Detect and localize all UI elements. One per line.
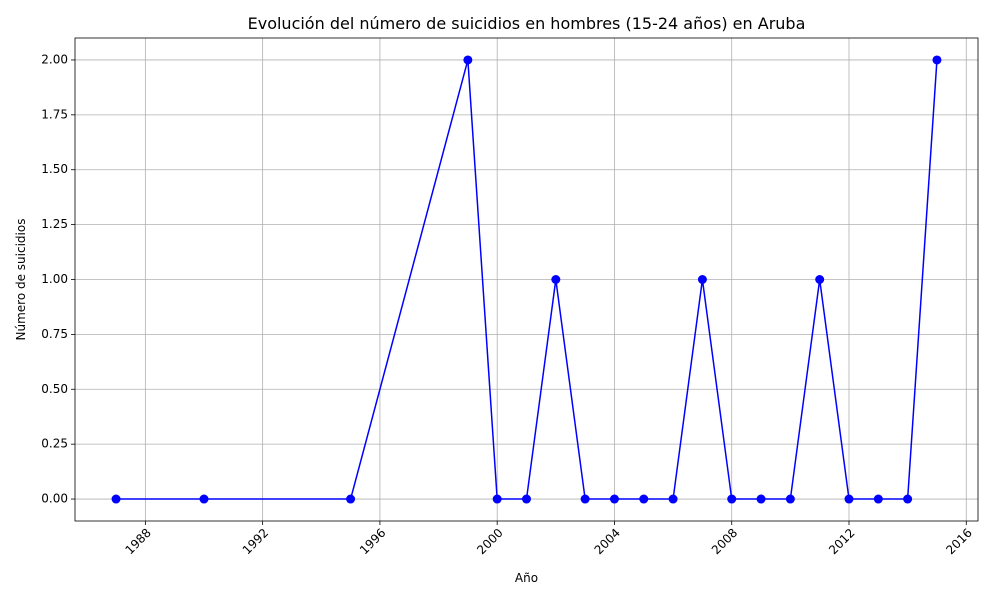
y-tick-label: 1.00: [41, 272, 68, 286]
y-tick-label: 2.00: [41, 52, 68, 66]
data-point: [873, 494, 883, 504]
data-point: [492, 494, 502, 504]
y-tick-label: 1.25: [41, 217, 68, 231]
x-tick-label: 2008: [709, 526, 740, 557]
data-point: [580, 494, 590, 504]
y-tick-label: 0.75: [41, 327, 68, 341]
x-tick-label: 2012: [826, 526, 857, 557]
x-tick-label: 1992: [240, 526, 271, 557]
x-axis-label: Año: [515, 571, 538, 585]
axis-ticks: 1988 1992 1996 2000 2004 2008 2012 2016 0.00 0.25…: [41, 52, 975, 557]
series-line: [116, 59, 938, 500]
y-tick-label: 0.50: [41, 382, 68, 396]
series-layer: [111, 55, 942, 504]
data-point: [551, 275, 561, 284]
data-point: [697, 275, 707, 284]
grid: [75, 38, 978, 521]
data-point: [932, 55, 942, 65]
data-point: [668, 494, 678, 504]
data-point: [463, 55, 473, 65]
data-point: [609, 494, 619, 504]
y-tick-label: 1.50: [41, 162, 68, 176]
y-axis-label: Número de suicidios: [14, 219, 28, 341]
x-tick-label: 2016: [943, 526, 974, 557]
x-tick-label: 2000: [474, 526, 505, 557]
data-point: [111, 494, 121, 504]
data-point: [756, 494, 766, 504]
data-point: [639, 494, 649, 504]
plot-frame: [74, 37, 979, 522]
data-point: [346, 494, 356, 504]
y-tick-label: 1.75: [41, 107, 68, 121]
data-point: [199, 494, 209, 504]
data-point: [727, 494, 737, 504]
x-tick-label: 1996: [357, 526, 388, 557]
x-tick-label: 1988: [122, 526, 153, 557]
data-point: [522, 494, 531, 504]
chart-title: Evolución del número de suicidios en hom…: [248, 14, 806, 33]
data-point: [903, 494, 913, 504]
data-point: [785, 494, 795, 504]
data-point: [844, 494, 854, 504]
x-tick-label: 2004: [592, 526, 623, 557]
data-point: [815, 275, 825, 284]
y-tick-label: 0.00: [41, 492, 68, 506]
y-tick-label: 0.25: [41, 437, 68, 451]
